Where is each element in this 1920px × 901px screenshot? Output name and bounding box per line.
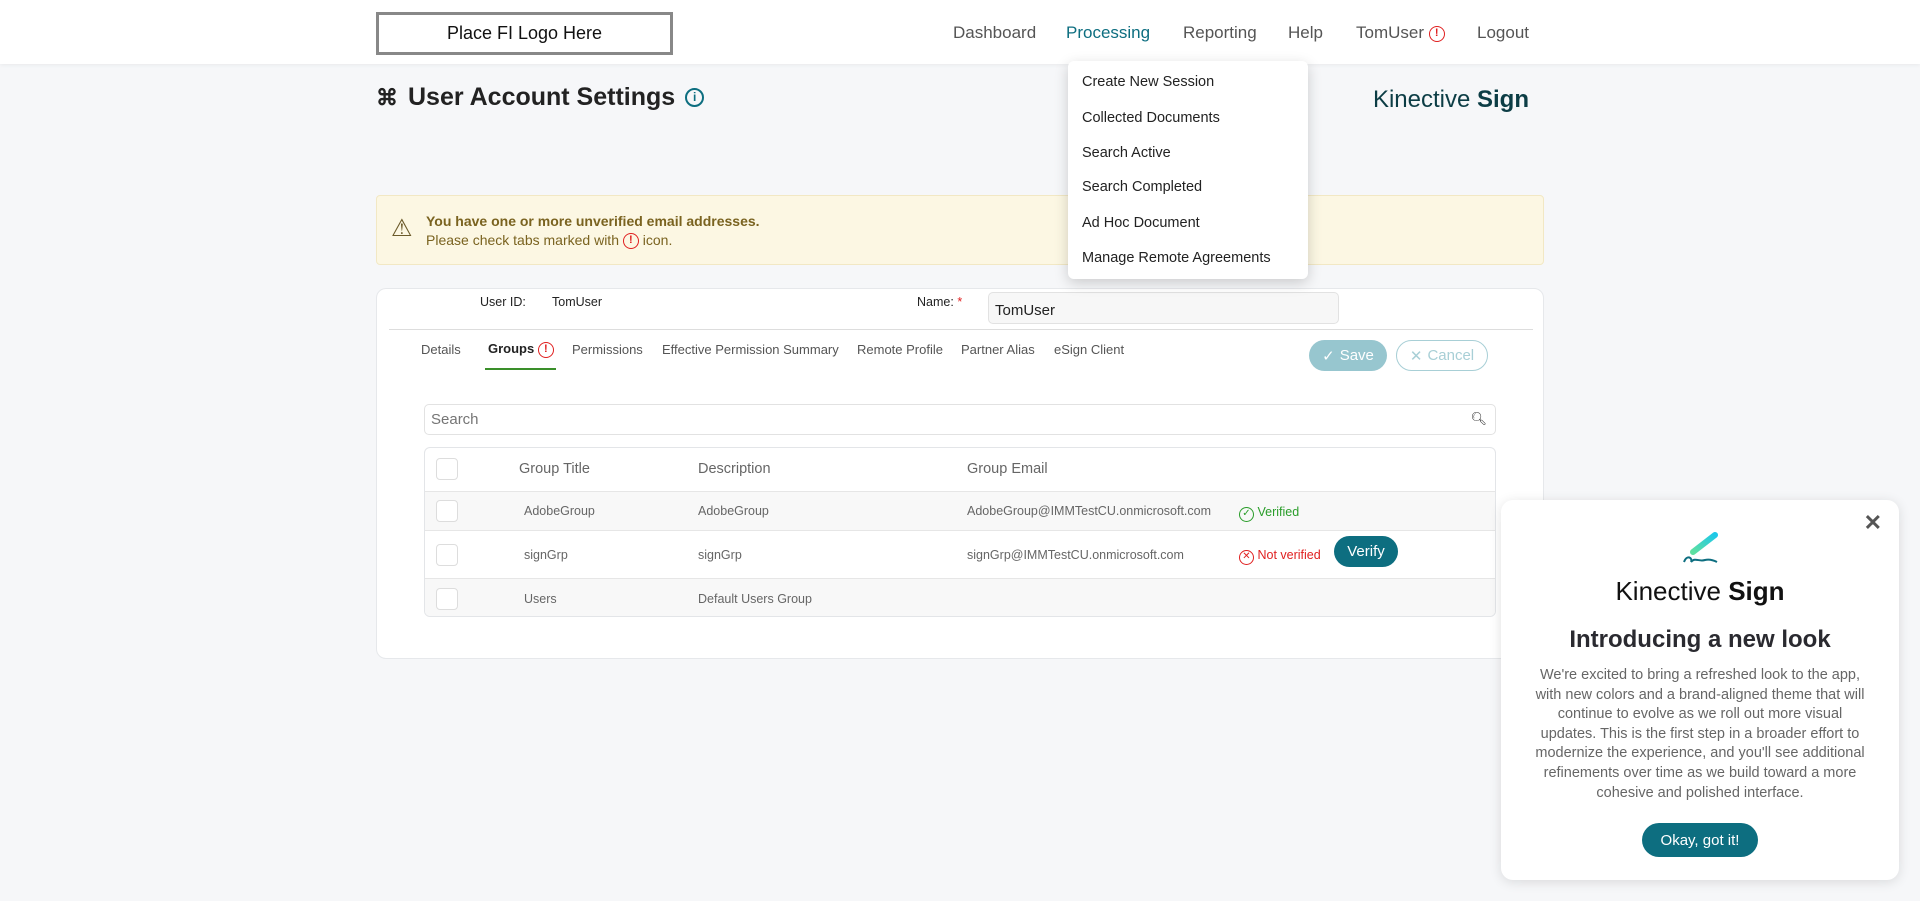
row-checkbox[interactable] xyxy=(436,500,458,522)
tab-esign-client[interactable]: eSign Client xyxy=(1054,342,1125,357)
tab-partner-alias[interactable]: Partner Alias xyxy=(961,342,1035,357)
not-verified-status: ✕ Not verified xyxy=(1239,548,1321,565)
verify-button[interactable]: Verify xyxy=(1334,536,1398,567)
nav-reporting[interactable]: Reporting xyxy=(1183,23,1257,42)
row-checkbox[interactable] xyxy=(436,544,458,566)
page-title: ⌘ User Account Settings i xyxy=(376,83,705,112)
command-icon: ⌘ xyxy=(376,84,398,110)
cancel-button[interactable]: ✕ Cancel xyxy=(1396,340,1488,371)
warning-circle-icon: ! xyxy=(1428,25,1445,42)
check-icon: ✓ xyxy=(1322,347,1335,365)
select-all-checkbox[interactable] xyxy=(436,458,458,480)
menu-item-ad-hoc-document[interactable]: Ad Hoc Document xyxy=(1082,215,1200,231)
groups-table: Group Title Description Group Email Adob… xyxy=(424,447,1496,617)
column-header-group-title: Group Title xyxy=(519,461,590,477)
kinective-sign-logo: Kinective Sign xyxy=(1372,86,1529,113)
group-search: 🔍︎ xyxy=(424,404,1496,435)
unverified-email-alert: ⚠ You have one or more unverified email … xyxy=(376,195,1544,265)
search-input[interactable] xyxy=(425,405,1455,434)
popup-heading: Introducing a new look xyxy=(1569,626,1831,653)
name-field[interactable]: TomUser xyxy=(988,292,1339,324)
column-header-group-email: Group Email xyxy=(967,461,1048,477)
column-header-description: Description xyxy=(698,461,771,477)
save-button[interactable]: ✓ Save xyxy=(1309,340,1387,371)
tab-effective-permission-summary[interactable]: Effective Permission Summary xyxy=(662,342,839,357)
search-icon[interactable]: 🔍︎ xyxy=(1470,411,1487,426)
warning-circle-icon: ! xyxy=(622,233,639,250)
tab-remote-profile[interactable]: Remote Profile xyxy=(857,342,943,357)
menu-item-create-new-session[interactable]: Create New Session xyxy=(1082,74,1215,90)
nav-logout[interactable]: Logout xyxy=(1477,23,1529,42)
name-label: Name: * xyxy=(917,295,963,309)
close-icon: ✕ xyxy=(1409,347,1423,365)
kinective-sign-logo: Kinective Sign xyxy=(1615,576,1785,606)
nav-dashboard[interactable]: Dashboard xyxy=(953,23,1037,42)
new-look-announcement-popup: ✕ Kinective Sign Introducing a new look … xyxy=(1501,500,1899,880)
x-circle-icon: ✕ xyxy=(1239,550,1254,565)
table-row: Users Default Users Group xyxy=(425,578,1495,616)
menu-item-manage-remote-agreements[interactable]: Manage Remote Agreements xyxy=(1082,250,1271,266)
menu-item-search-completed[interactable]: Search Completed xyxy=(1082,179,1203,195)
table-row: AdobeGroup AdobeGroup AdobeGroup@IMMTest… xyxy=(425,491,1495,530)
menu-item-search-active[interactable]: Search Active xyxy=(1082,145,1171,161)
user-id-value: TomUser xyxy=(552,295,603,309)
close-icon[interactable]: ✕ xyxy=(1863,510,1882,535)
menu-item-collected-documents[interactable]: Collected Documents xyxy=(1082,110,1220,126)
check-circle-icon: ✓ xyxy=(1239,507,1254,522)
nav-processing[interactable]: Processing xyxy=(1066,23,1151,42)
top-nav-bar: Place FI Logo Here Dashboard Processing … xyxy=(0,0,1920,64)
tab-groups[interactable]: Groups ! xyxy=(488,341,554,358)
nav-help[interactable]: Help xyxy=(1288,23,1323,42)
active-tab-underline xyxy=(485,368,556,370)
verified-status: ✓ Verified xyxy=(1239,505,1299,522)
fi-logo-placeholder: Place FI Logo Here xyxy=(376,12,673,55)
tab-details[interactable]: Details xyxy=(421,342,461,357)
user-id-label: User ID: xyxy=(480,295,526,309)
warning-circle-icon: ! xyxy=(537,341,554,358)
processing-dropdown-menu: Create New Session Collected Documents S… xyxy=(1068,61,1308,279)
info-icon[interactable]: i xyxy=(685,88,705,107)
tab-permissions[interactable]: Permissions xyxy=(572,342,643,357)
okay-got-it-button[interactable]: Okay, got it! xyxy=(1642,823,1758,857)
warning-triangle-icon: ⚠ xyxy=(391,215,413,242)
divider xyxy=(389,329,1533,330)
pen-signature-icon xyxy=(1683,532,1718,563)
row-checkbox[interactable] xyxy=(436,588,458,610)
nav-user[interactable]: TomUser ! xyxy=(1356,23,1445,43)
popup-body: We're excited to bring a refreshed look … xyxy=(1535,667,1865,801)
table-row: signGrp signGrp signGrp@IMMTestCU.onmicr… xyxy=(425,530,1495,578)
